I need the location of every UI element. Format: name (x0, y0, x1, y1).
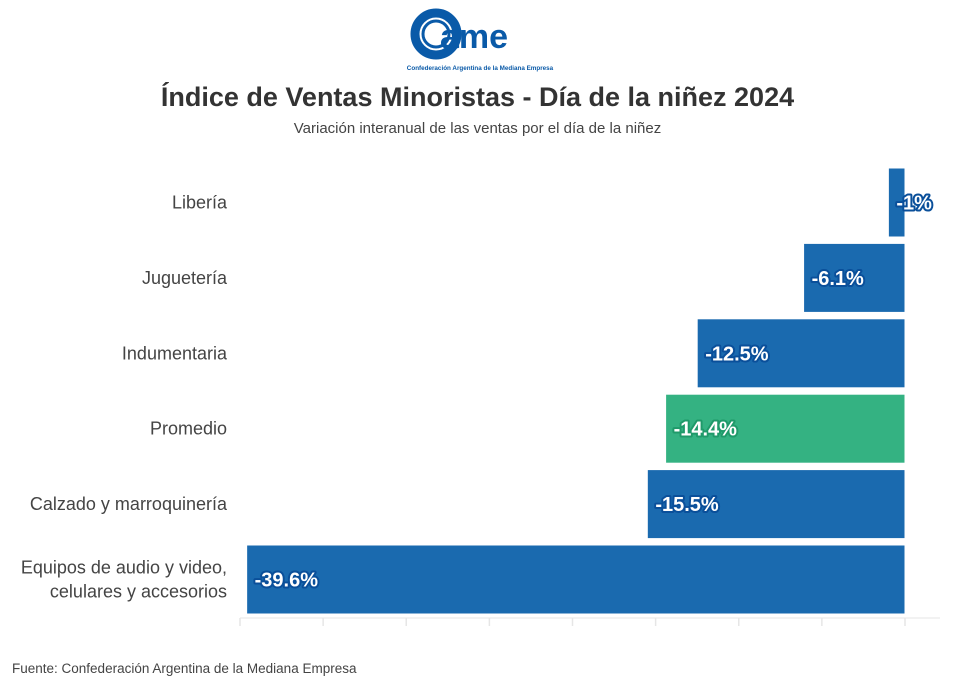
category-label: Indumentaria (122, 343, 228, 363)
chart-subtitle: Variación interanual de las ventas por e… (293, 120, 662, 137)
came-logo: ame Confederación Argentina de la Median… (407, 8, 554, 72)
bar (887, 167, 906, 238)
data-label: -14.4% (674, 419, 738, 441)
source-note: Fuente: Confederación Argentina de la Me… (12, 661, 357, 676)
bar (696, 318, 906, 389)
data-label: -1% (896, 193, 932, 215)
category-label: Equipos de audio y video, celulares y acc… (21, 558, 227, 602)
data-label: -6.1% (812, 268, 864, 290)
data-label: -15.5% (655, 494, 719, 516)
data-label: -12.5% (705, 343, 769, 365)
category-label: Calzado y marroquinería (30, 494, 228, 514)
bar (646, 469, 906, 540)
category-label: Juguetería (142, 268, 228, 288)
data-label: -39.6% (255, 570, 319, 592)
bar (246, 544, 906, 615)
bar (803, 242, 906, 313)
category-label: Promedio (150, 419, 227, 439)
bar (665, 393, 906, 464)
category-label: Libería (172, 193, 228, 213)
svg-text:Confederación Argentina de la: Confederación Argentina de la Mediana Em… (407, 65, 554, 72)
svg-text:ame: ame (440, 18, 508, 56)
chart-title: Índice de Ventas Minoristas - Día de la … (160, 82, 795, 112)
